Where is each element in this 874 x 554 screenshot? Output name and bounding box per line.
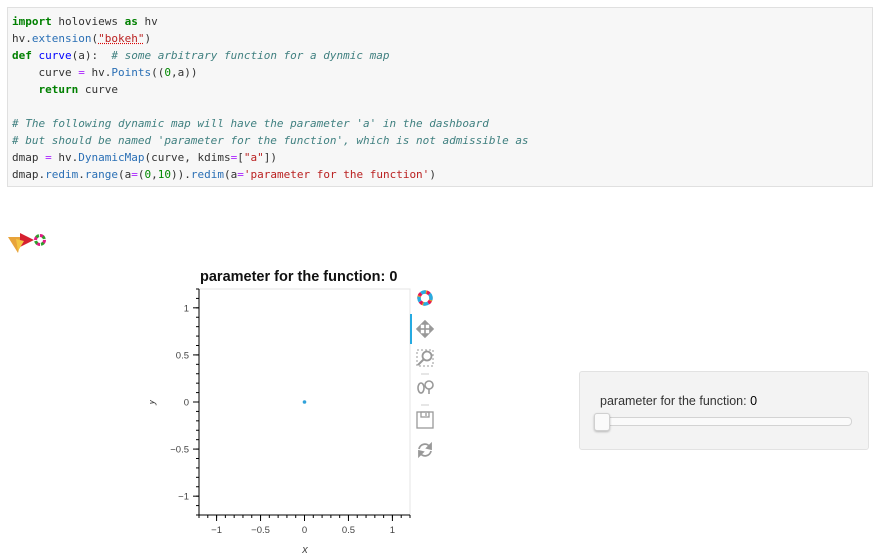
code-line: hv.extension("bokeh") xyxy=(12,30,872,47)
pan-icon[interactable] xyxy=(415,319,435,339)
code-line xyxy=(12,98,872,115)
code-line: import holoviews as hv xyxy=(12,13,872,30)
code-line: dmap.redim.range(a=(0,10)).redim(a='para… xyxy=(12,166,872,183)
code-token: curve xyxy=(78,83,118,96)
code-token: = xyxy=(78,66,85,79)
code-token: ) xyxy=(429,168,436,181)
active-tool-indicator xyxy=(410,314,412,344)
slider-track[interactable] xyxy=(598,417,852,426)
code-token: extension xyxy=(31,32,92,45)
code-token: . xyxy=(78,168,85,181)
slider-label: parameter for the function: 0 xyxy=(600,394,757,408)
y-tick-label: 0 xyxy=(184,398,189,409)
code-cell[interactable]: import holoviews as hv hv.extension("boke… xyxy=(7,7,873,187)
wheel-zoom-icon[interactable] xyxy=(417,380,434,394)
code-token xyxy=(32,49,39,62)
save-icon[interactable] xyxy=(416,411,434,429)
code-token: hv. xyxy=(51,151,79,164)
plot-title: parameter for the function: 0 xyxy=(200,269,397,285)
x-tick-label: 1 xyxy=(390,525,395,536)
code-line: dmap = hv.DynamicMap(curve, kdims=["a"]) xyxy=(12,149,872,166)
code-token: "bokeh" xyxy=(98,32,145,45)
code-token: = xyxy=(131,168,138,181)
code-token: redim xyxy=(45,168,79,181)
code-token: # The following dynamic map will have th… xyxy=(12,117,489,130)
y-tick-label: 0.5 xyxy=(176,350,189,361)
code-token: = xyxy=(230,151,238,164)
code-token: import xyxy=(12,15,52,28)
code-token: return xyxy=(38,83,79,96)
code-token: curve xyxy=(38,49,72,62)
code-token: as xyxy=(124,15,138,28)
reset-icon[interactable] xyxy=(418,441,432,459)
code-token: hv. xyxy=(12,32,32,45)
code-token: = xyxy=(237,168,244,181)
code-token: 10 xyxy=(157,168,171,181)
code-token: curve xyxy=(12,66,79,79)
code-token: redim xyxy=(190,168,224,181)
y-tick-label: −1 xyxy=(178,492,189,503)
code-token: , xyxy=(151,168,158,181)
code-token: ) xyxy=(144,32,152,45)
code-token: [ xyxy=(237,151,244,164)
code-token xyxy=(12,83,39,96)
x-axis-label: x xyxy=(301,544,308,554)
y-tick-label: 1 xyxy=(184,303,189,314)
code-token: Points xyxy=(111,66,152,79)
code-token: 0 xyxy=(164,66,171,79)
code-token xyxy=(12,100,19,113)
code-token: # some arbitrary function for a dynmic m… xyxy=(111,49,390,62)
code-token: (a xyxy=(224,168,238,181)
code-token: ( xyxy=(137,168,145,181)
x-tick-label: −1 xyxy=(211,525,222,536)
x-tick-label: 0 xyxy=(302,525,307,536)
slider-label-text: parameter for the function: xyxy=(600,394,747,408)
code-token: (( xyxy=(151,66,165,79)
bokeh-logo-icon[interactable] xyxy=(417,290,433,306)
code-token: 0 xyxy=(144,168,152,181)
data-point xyxy=(302,400,307,404)
y-axis-label: y xyxy=(150,398,157,406)
code-token: range xyxy=(84,168,118,181)
y-tick-label: −0.5 xyxy=(170,445,189,456)
plot-toolbar xyxy=(410,290,435,459)
code-token: ( xyxy=(91,32,99,45)
holoviews-logo-icon xyxy=(8,233,46,253)
bokeh-plot[interactable]: parameter for the function: 0 −1 −0.5 0 0.5… xyxy=(150,260,470,554)
code-line: # but should be named 'parameter for the… xyxy=(12,132,872,149)
code-token: hv. xyxy=(84,66,112,79)
code-line: curve = hv.Points((0,a)) xyxy=(12,64,872,81)
code-line: # The following dynamic map will have th… xyxy=(12,115,872,132)
code-token: holoviews xyxy=(51,15,125,28)
x-tick-label: −0.5 xyxy=(251,525,270,536)
code-token: (a xyxy=(118,168,132,181)
code-token: DynamicMap xyxy=(78,151,145,164)
code-token: ]) xyxy=(263,151,277,164)
code-token: "a" xyxy=(243,151,264,164)
code-line: def curve(a): # some arbitrary function … xyxy=(12,47,872,64)
code-token: # but should be named 'parameter for the… xyxy=(12,134,529,147)
x-tick-label: 0.5 xyxy=(342,525,355,536)
code-token: (a): xyxy=(71,49,112,62)
code-token: 'parameter for the function' xyxy=(243,168,430,181)
slider-handle[interactable] xyxy=(594,413,610,431)
code-token: )). xyxy=(171,168,191,181)
code-token: = xyxy=(45,151,52,164)
slider-value: 0 xyxy=(750,394,758,408)
code-token: dmap xyxy=(12,151,46,164)
box-zoom-icon[interactable] xyxy=(416,349,434,367)
code-token: dmap. xyxy=(12,168,46,181)
code-token: def xyxy=(12,49,32,62)
code-token: (curve, kdims xyxy=(144,151,231,164)
parameter-slider-widget: parameter for the function: 0 xyxy=(579,371,869,450)
code-token: hv xyxy=(137,15,158,28)
code-editor[interactable]: import holoviews as hv hv.extension("boke… xyxy=(8,8,872,183)
code-line: return curve xyxy=(12,81,872,98)
code-token: ,a)) xyxy=(170,66,198,79)
